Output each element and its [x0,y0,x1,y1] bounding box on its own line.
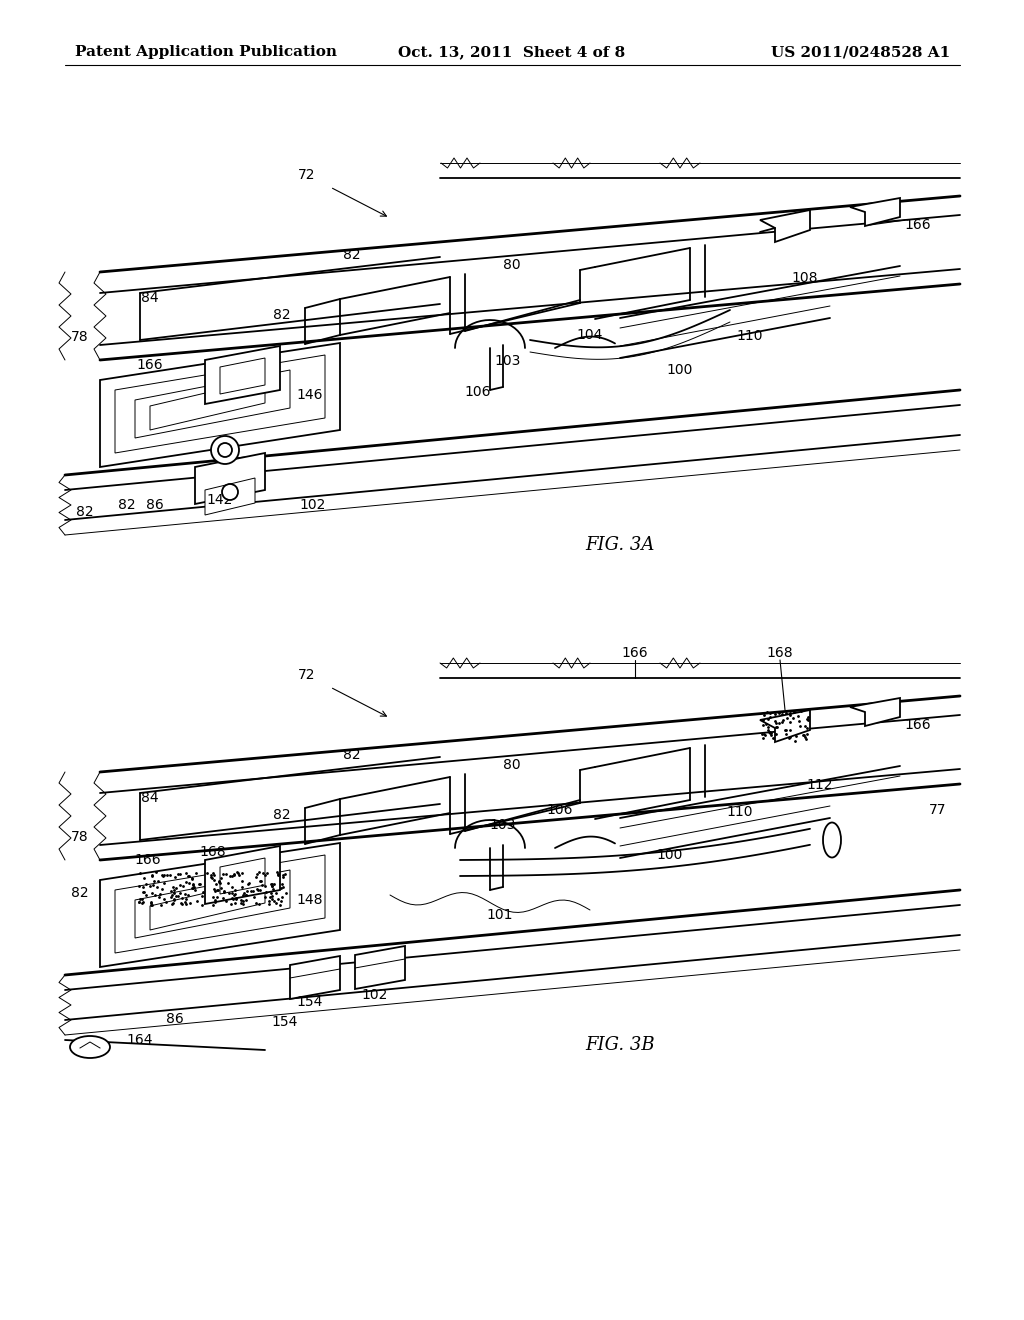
Text: 103: 103 [495,354,521,368]
Polygon shape [135,870,290,939]
Polygon shape [220,358,265,393]
Text: 166: 166 [135,853,162,867]
Polygon shape [290,956,340,999]
Circle shape [222,484,238,500]
Polygon shape [100,843,340,968]
Text: 142: 142 [207,492,233,507]
Text: 78: 78 [72,830,89,843]
Text: 78: 78 [72,330,89,345]
Text: 77: 77 [929,803,947,817]
Text: FIG. 3A: FIG. 3A [586,536,654,554]
Text: 82: 82 [343,248,360,261]
Polygon shape [100,343,340,467]
Polygon shape [135,370,290,438]
Polygon shape [355,946,406,989]
Ellipse shape [70,1036,110,1059]
Circle shape [211,436,239,465]
Text: 82: 82 [72,886,89,900]
Polygon shape [205,478,255,515]
Text: 166: 166 [904,218,931,232]
Text: 100: 100 [667,363,693,378]
Text: 146: 146 [297,388,324,403]
Polygon shape [205,846,280,904]
Text: 154: 154 [271,1015,298,1030]
Text: 82: 82 [343,748,360,762]
Text: 106: 106 [465,385,492,399]
Text: 168: 168 [200,845,226,859]
Text: 108: 108 [792,271,818,285]
Text: 82: 82 [273,308,291,322]
Ellipse shape [823,822,841,858]
Text: 112: 112 [807,777,834,792]
Text: 104: 104 [577,327,603,342]
Text: 102: 102 [361,987,388,1002]
Text: 82: 82 [118,498,136,512]
Polygon shape [115,855,325,953]
Text: 168: 168 [767,645,794,660]
Text: FIG. 3B: FIG. 3B [585,1036,654,1053]
Polygon shape [850,198,900,226]
Text: 106: 106 [547,803,573,817]
Polygon shape [760,210,810,242]
Polygon shape [195,453,265,504]
Polygon shape [150,379,265,430]
Text: 103: 103 [489,818,516,832]
Polygon shape [760,710,810,742]
Text: 110: 110 [736,329,763,343]
Polygon shape [850,698,900,726]
Text: 166: 166 [136,358,163,372]
Text: 86: 86 [146,498,164,512]
Text: 86: 86 [166,1012,184,1026]
Text: 82: 82 [76,506,94,519]
Text: 164: 164 [127,1034,154,1047]
Text: 101: 101 [486,908,513,921]
Polygon shape [115,355,325,453]
Text: 154: 154 [297,995,324,1008]
Polygon shape [220,858,265,894]
Text: 72: 72 [298,168,315,182]
Text: 166: 166 [622,645,648,660]
Text: 84: 84 [141,791,159,805]
Text: 166: 166 [904,718,931,733]
Text: Oct. 13, 2011  Sheet 4 of 8: Oct. 13, 2011 Sheet 4 of 8 [398,45,626,59]
Text: 110: 110 [727,805,754,818]
Text: 80: 80 [503,758,521,772]
Text: 72: 72 [298,668,315,682]
Text: 148: 148 [297,894,324,907]
Text: 84: 84 [141,290,159,305]
Text: 102: 102 [300,498,327,512]
Text: US 2011/0248528 A1: US 2011/0248528 A1 [771,45,950,59]
Text: 82: 82 [273,808,291,822]
Circle shape [218,444,232,457]
Polygon shape [150,879,265,931]
Text: Patent Application Publication: Patent Application Publication [75,45,337,59]
Text: 80: 80 [503,257,521,272]
Polygon shape [205,346,280,404]
Text: 100: 100 [656,847,683,862]
